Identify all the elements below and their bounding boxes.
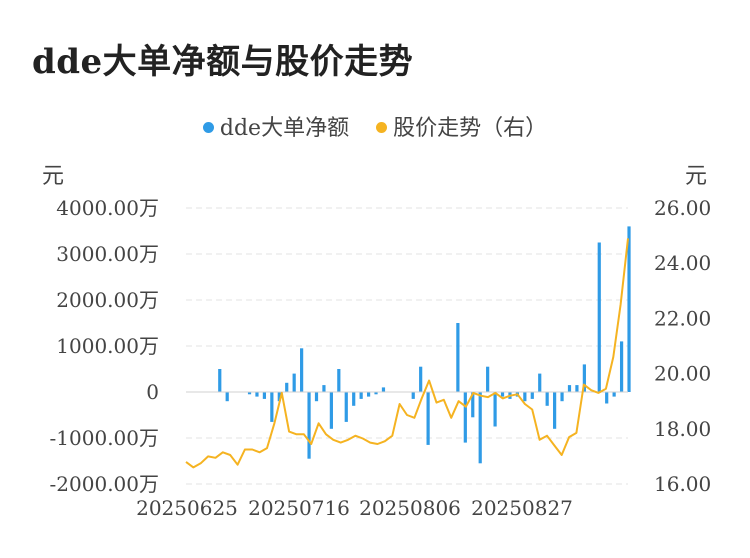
left-axis: 4000.00万 3000.00万 2000.00万 1000.00万 0 -1000.0… (50, 196, 159, 496)
right-tick-label: 24.00 (654, 251, 711, 275)
dde-bar (456, 323, 460, 392)
dde-bar (619, 341, 624, 392)
dde-bar (374, 392, 378, 395)
legend-label-price: 股价走势（右） (393, 116, 548, 141)
legend-dot-dde (202, 121, 214, 133)
grid-lines (186, 207, 628, 485)
dde-bar (262, 392, 267, 399)
dde-bar (344, 392, 348, 422)
left-tick-label: 3000.00万 (56, 242, 159, 266)
price-series-line (185, 238, 629, 469)
right-tick-label: 22.00 (654, 306, 711, 330)
legend-label-dde: dde大单净额 (219, 116, 350, 141)
dde-bar (411, 392, 415, 399)
dde-bar (366, 392, 371, 397)
x-axis: 20250625 20250716 20250806 20250827 (136, 496, 573, 520)
dde-bar (478, 392, 482, 464)
x-tick-label: 20250827 (471, 496, 573, 520)
dde-bar (605, 392, 609, 404)
dde-bar (381, 387, 386, 392)
dde-bar (277, 392, 281, 402)
right-tick-label: 16.00 (654, 472, 711, 496)
left-tick-label: 2000.00万 (56, 288, 159, 312)
right-axis-unit: 元 (685, 164, 708, 189)
left-tick-label: 0 (146, 380, 159, 404)
dde-bar (612, 392, 616, 397)
left-tick-label: -2000.00万 (50, 472, 159, 496)
chart-legend: dde大单净额 股价走势（右） (0, 110, 750, 142)
dde-bars (218, 226, 631, 464)
left-tick-label: 4000.00万 (56, 196, 159, 220)
dde-bar (255, 392, 259, 397)
dde-bar (553, 392, 557, 429)
dde-bar (627, 226, 631, 392)
dde-bar (471, 392, 475, 418)
dde-bar (307, 392, 311, 459)
dde-bar (597, 242, 601, 392)
dde-bar (538, 373, 542, 392)
dde-bar (463, 392, 467, 443)
left-axis-unit: 元 (42, 164, 65, 189)
dde-bar (545, 392, 549, 406)
dde-bar (560, 392, 564, 402)
dde-bar (285, 382, 289, 392)
left-tick-label: 1000.00万 (56, 334, 159, 358)
dde-bar (247, 392, 252, 395)
dde-bar (314, 392, 319, 402)
chart-title: dde大单净额与股价走势 (32, 42, 414, 82)
left-tick-label: -1000.00万 (50, 426, 159, 450)
dde-bar (359, 392, 363, 399)
dde-bar (218, 369, 222, 392)
dde-bar (329, 392, 333, 429)
dde-bar (486, 366, 490, 392)
legend-item-price[interactable]: 股价走势（右） (376, 110, 547, 142)
dde-bar (322, 385, 326, 392)
x-tick-label: 20250625 (136, 496, 238, 520)
right-tick-label: 26.00 (654, 196, 711, 220)
dde-bar (530, 392, 534, 399)
dde-bar (523, 392, 527, 402)
dde-bar (582, 364, 586, 392)
dde-bar (419, 366, 423, 392)
dde-bar (567, 385, 572, 392)
right-axis: 26.00 24.00 22.00 20.00 18.00 16.00 (654, 196, 711, 496)
right-tick-label: 18.00 (654, 417, 711, 441)
right-tick-label: 20.00 (654, 362, 711, 386)
dde-bar (270, 392, 274, 422)
x-tick-label: 20250806 (359, 496, 461, 520)
dde-bar (426, 392, 430, 445)
dde-bar (575, 385, 579, 392)
dde-bar (500, 392, 505, 397)
dde-bar (225, 392, 229, 402)
legend-dot-price (376, 121, 388, 133)
dde-bar (493, 392, 497, 427)
x-tick-label: 20250716 (248, 496, 350, 520)
dde-bar (292, 373, 296, 392)
dde-bar (300, 348, 304, 392)
dde-bar (352, 392, 356, 406)
dde-bar (337, 369, 341, 392)
legend-item-dde[interactable]: dde大单净额 (202, 110, 350, 142)
price-line (185, 238, 629, 469)
